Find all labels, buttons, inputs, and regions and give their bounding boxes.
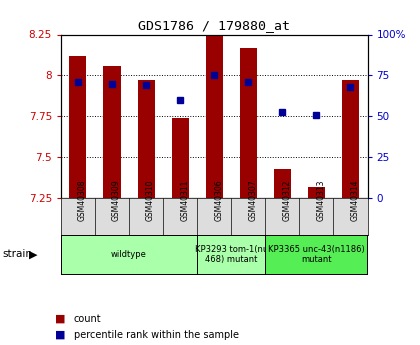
Text: GSM40309: GSM40309 [112, 179, 121, 221]
Text: strain: strain [2, 249, 32, 259]
Text: count: count [74, 314, 101, 324]
Bar [206, 36, 223, 198]
Bar [342, 80, 359, 198]
Text: GSM40312: GSM40312 [282, 179, 291, 221]
Bar [69, 56, 87, 198]
Title: GDS1786 / 179880_at: GDS1786 / 179880_at [138, 19, 290, 32]
Text: GSM40311: GSM40311 [180, 179, 189, 221]
Text: KP3365 unc-43(n1186)
mutant: KP3365 unc-43(n1186) mutant [268, 245, 365, 264]
Text: GSM40310: GSM40310 [146, 179, 155, 221]
Bar [138, 80, 155, 198]
Text: GSM40308: GSM40308 [78, 179, 87, 221]
Bar [240, 48, 257, 198]
Bar [308, 187, 325, 198]
Text: KP3293 tom-1(nu
468) mutant: KP3293 tom-1(nu 468) mutant [194, 245, 268, 264]
Text: GSM40307: GSM40307 [248, 179, 257, 221]
Bar [274, 169, 291, 198]
Text: ▶: ▶ [29, 249, 37, 259]
Text: ■: ■ [55, 314, 65, 324]
Text: wildtype: wildtype [111, 250, 147, 259]
Text: GSM40313: GSM40313 [316, 179, 326, 221]
Bar [172, 118, 189, 198]
Text: ■: ■ [55, 330, 65, 339]
Text: percentile rank within the sample: percentile rank within the sample [74, 330, 239, 339]
Text: GSM40306: GSM40306 [214, 179, 223, 221]
Bar [103, 66, 121, 198]
Text: GSM40314: GSM40314 [350, 179, 360, 221]
